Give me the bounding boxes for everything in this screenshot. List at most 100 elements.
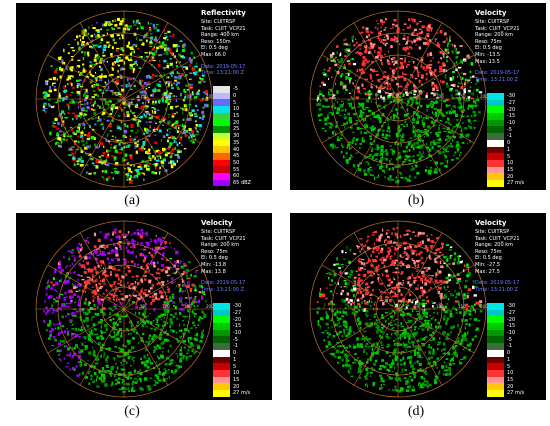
echo-cell bbox=[97, 302, 101, 305]
echo-cell bbox=[170, 246, 172, 248]
echo-cell bbox=[133, 84, 136, 87]
echo-cell bbox=[162, 124, 165, 126]
echo-cell bbox=[143, 275, 147, 277]
echo-cell bbox=[148, 162, 152, 165]
echo-cell bbox=[390, 45, 393, 48]
echo-cell bbox=[401, 103, 404, 105]
echo-cell bbox=[192, 68, 196, 70]
echo-cell bbox=[350, 303, 353, 306]
echo-cell bbox=[444, 75, 447, 79]
echo-cell bbox=[156, 364, 159, 367]
echo-cell bbox=[131, 358, 134, 360]
echo-cell bbox=[75, 290, 79, 292]
echo-cell bbox=[69, 290, 73, 293]
echo-cell bbox=[367, 239, 369, 241]
echo-cell bbox=[145, 132, 149, 134]
echo-cell bbox=[64, 305, 66, 308]
echo-cell bbox=[109, 113, 113, 115]
echo-cell bbox=[59, 322, 61, 325]
legend-swatch bbox=[213, 389, 230, 397]
echo-cell bbox=[156, 319, 158, 323]
echo-cell bbox=[92, 110, 95, 111]
product-title-b: Velocity bbox=[475, 9, 507, 17]
echo-cell bbox=[60, 277, 62, 280]
echo-cell bbox=[363, 268, 367, 271]
range-ring-label: 300 bbox=[184, 94, 192, 99]
echo-cell bbox=[124, 107, 126, 109]
echo-cell bbox=[123, 374, 127, 377]
echo-cell bbox=[64, 282, 67, 285]
echo-cell bbox=[127, 351, 129, 356]
echo-cell bbox=[392, 167, 394, 171]
echo-cell bbox=[453, 154, 455, 156]
echo-cell bbox=[458, 122, 460, 127]
echo-cell bbox=[377, 27, 379, 31]
echo-cell bbox=[340, 52, 342, 56]
echo-cell bbox=[146, 354, 149, 357]
echo-cell bbox=[400, 272, 403, 275]
echo-cell bbox=[463, 85, 466, 87]
echo-cell bbox=[347, 53, 350, 56]
echo-cell bbox=[188, 336, 192, 339]
echo-cell bbox=[339, 271, 342, 275]
echo-cell bbox=[61, 305, 65, 308]
echo-cell bbox=[113, 326, 116, 329]
echo-cell bbox=[106, 41, 110, 44]
echo-cell bbox=[382, 113, 385, 117]
echo-cell bbox=[49, 307, 53, 309]
echo-cell bbox=[373, 140, 376, 143]
echo-cell bbox=[45, 80, 49, 83]
echo-cell bbox=[158, 129, 162, 133]
echo-cell bbox=[381, 39, 383, 42]
echo-cell bbox=[334, 331, 337, 333]
echo-cell bbox=[153, 127, 155, 129]
echo-cell bbox=[402, 160, 406, 163]
echo-cell bbox=[132, 138, 134, 142]
echo-cell bbox=[148, 385, 151, 387]
echo-cell bbox=[467, 79, 471, 82]
echo-cell bbox=[427, 357, 431, 361]
echo-cell bbox=[150, 301, 153, 305]
echo-cell bbox=[165, 107, 168, 112]
echo-cell bbox=[466, 115, 469, 118]
echo-cell bbox=[121, 373, 124, 376]
echo-cell bbox=[351, 107, 353, 110]
echo-cell bbox=[45, 329, 49, 332]
legend-label: 20 bbox=[233, 119, 240, 126]
echo-cell bbox=[145, 242, 147, 244]
echo-cell bbox=[455, 123, 459, 127]
echo-cell bbox=[189, 288, 193, 292]
echo-cell bbox=[118, 139, 123, 142]
echo-cell bbox=[182, 332, 186, 335]
echo-cell bbox=[452, 44, 454, 47]
echo-cell bbox=[457, 292, 461, 296]
echo-cell bbox=[377, 78, 380, 82]
echo-cell bbox=[362, 112, 365, 114]
echo-cell bbox=[470, 104, 474, 108]
echo-cell bbox=[148, 387, 152, 391]
echo-cell bbox=[123, 61, 126, 65]
echo-cell bbox=[158, 64, 161, 68]
echo-cell bbox=[406, 104, 409, 107]
echo-cell bbox=[365, 344, 367, 348]
echo-cell bbox=[336, 310, 339, 314]
echo-cell bbox=[170, 150, 173, 154]
echo-cell bbox=[399, 85, 403, 88]
echo-cell bbox=[201, 110, 205, 115]
echo-cell bbox=[385, 158, 388, 161]
echo-cell bbox=[104, 233, 109, 237]
echo-cell bbox=[369, 73, 372, 77]
echo-cell bbox=[170, 361, 173, 365]
echo-cell bbox=[162, 135, 166, 138]
echo-cell bbox=[430, 116, 433, 119]
echo-cell bbox=[139, 166, 143, 170]
echo-cell bbox=[133, 329, 135, 333]
echo-cell bbox=[189, 113, 194, 117]
echo-cell bbox=[438, 151, 442, 155]
echo-cell bbox=[129, 246, 133, 248]
echo-cell bbox=[72, 148, 74, 151]
echo-cell bbox=[66, 135, 70, 137]
echo-cell bbox=[148, 51, 151, 55]
echo-cell bbox=[455, 92, 459, 96]
echo-cell bbox=[455, 49, 457, 53]
